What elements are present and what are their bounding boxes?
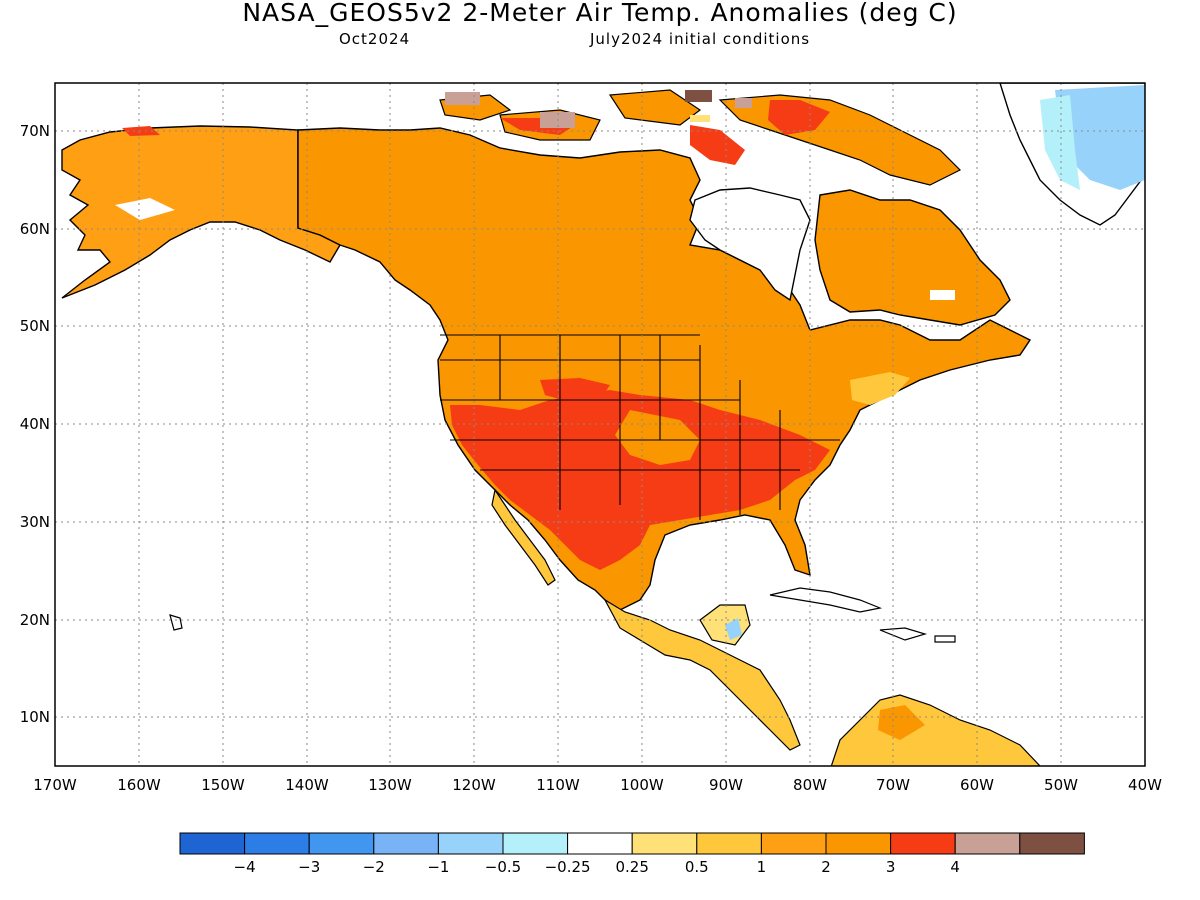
lon-label: 160W bbox=[117, 776, 161, 794]
legend-swatch bbox=[890, 832, 956, 855]
alaska-neutral-west bbox=[115, 198, 175, 220]
hudson-bay bbox=[689, 187, 811, 302]
legend-label: 4 bbox=[950, 858, 960, 876]
forecast-month: Oct2024 bbox=[339, 30, 411, 48]
legend-swatch bbox=[244, 832, 310, 855]
arctic-warm-2 bbox=[690, 125, 745, 165]
arctic-very-warm-3 bbox=[735, 98, 752, 108]
arctic-pale bbox=[690, 115, 710, 122]
quebec-neutral-patch bbox=[930, 290, 955, 300]
lon-label: 140W bbox=[285, 776, 329, 794]
legend-swatch bbox=[631, 832, 698, 855]
greenland-cool-anomaly bbox=[1055, 85, 1145, 190]
lon-label: 70W bbox=[876, 776, 910, 794]
lon-label: 130W bbox=[368, 776, 412, 794]
lon-labels: 170W 160W 150W 140W 130W 120W 110W 100W … bbox=[33, 776, 1162, 794]
lat-labels: 70N 60N 50N 40N 30N 20N 10N bbox=[20, 122, 50, 726]
legend-label: −4 bbox=[234, 858, 256, 876]
yucatan-cool-patch bbox=[725, 618, 742, 640]
lon-label: 110W bbox=[536, 776, 580, 794]
plains-moderate bbox=[615, 410, 700, 465]
legend-label: −0.5 bbox=[485, 858, 521, 876]
legend-swatch bbox=[567, 832, 633, 855]
legend-label: 0.5 bbox=[685, 858, 709, 876]
legend-swatch bbox=[696, 832, 762, 855]
greenland-light-cool bbox=[1040, 95, 1080, 190]
lat-label: 30N bbox=[20, 513, 50, 531]
legend-swatch bbox=[437, 832, 504, 855]
map-area bbox=[55, 83, 1145, 766]
legend-labels: −4 −3 −2 −1 −0.5 −0.25 0.25 0.5 1 2 3 4 bbox=[234, 858, 960, 876]
legend-label: 1 bbox=[757, 858, 767, 876]
lat-label: 10N bbox=[20, 708, 50, 726]
northeast-mild bbox=[850, 372, 910, 405]
legend-swatch bbox=[373, 832, 439, 855]
south-america-warm bbox=[878, 705, 925, 740]
legend-colorbar bbox=[179, 832, 1085, 855]
gridlines bbox=[55, 83, 1145, 766]
baja-california bbox=[491, 488, 556, 586]
southwest-strong-anomaly bbox=[450, 390, 830, 570]
puerto-rico bbox=[934, 635, 956, 643]
legend-swatch bbox=[825, 832, 892, 855]
legend-swatch bbox=[502, 832, 569, 855]
legend-swatch bbox=[308, 832, 375, 855]
lon-label: 100W bbox=[620, 776, 664, 794]
arctic-very-warm-1 bbox=[445, 92, 480, 105]
lon-label: 60W bbox=[960, 776, 994, 794]
lat-label: 20N bbox=[20, 611, 50, 629]
arctic-warm-3 bbox=[768, 100, 830, 135]
legend-swatch bbox=[179, 832, 246, 855]
lat-label: 40N bbox=[20, 415, 50, 433]
lon-label: 80W bbox=[793, 776, 827, 794]
lon-label: 50W bbox=[1044, 776, 1078, 794]
lon-label: 150W bbox=[201, 776, 245, 794]
legend-label: 3 bbox=[886, 858, 896, 876]
legend-label: 2 bbox=[821, 858, 831, 876]
political-borders bbox=[297, 130, 840, 520]
cuba bbox=[769, 587, 883, 613]
lon-label: 40W bbox=[1128, 776, 1162, 794]
alaska-anomaly-region bbox=[61, 125, 341, 299]
lon-label: 90W bbox=[709, 776, 743, 794]
legend-label: −3 bbox=[298, 858, 320, 876]
arctic-extreme-warm bbox=[685, 90, 712, 102]
lat-label: 50N bbox=[20, 317, 50, 335]
initial-conditions: July2024 initial conditions bbox=[590, 30, 811, 48]
legend-label: −2 bbox=[363, 858, 385, 876]
quebec-labrador bbox=[814, 189, 1011, 326]
plot-frame bbox=[54, 82, 1146, 767]
hawaii bbox=[169, 614, 183, 631]
legend-swatch bbox=[954, 832, 1021, 855]
legend-swatch bbox=[760, 832, 827, 855]
hispaniola bbox=[879, 627, 928, 641]
legend-label: −1 bbox=[427, 858, 449, 876]
map-title: NASA_GEOS5v2 2-Meter Air Temp. Anomalies… bbox=[242, 0, 958, 27]
lat-label: 60N bbox=[20, 220, 50, 238]
legend-label: −0.25 bbox=[545, 858, 591, 876]
lon-label: 120W bbox=[452, 776, 496, 794]
lon-label: 170W bbox=[33, 776, 77, 794]
mexico-south-anomaly bbox=[603, 598, 801, 751]
legend-label: 0.25 bbox=[615, 858, 648, 876]
canada-us-anomaly-region bbox=[297, 127, 1032, 611]
legend-swatch bbox=[1019, 832, 1085, 855]
lat-label: 70N bbox=[20, 122, 50, 140]
